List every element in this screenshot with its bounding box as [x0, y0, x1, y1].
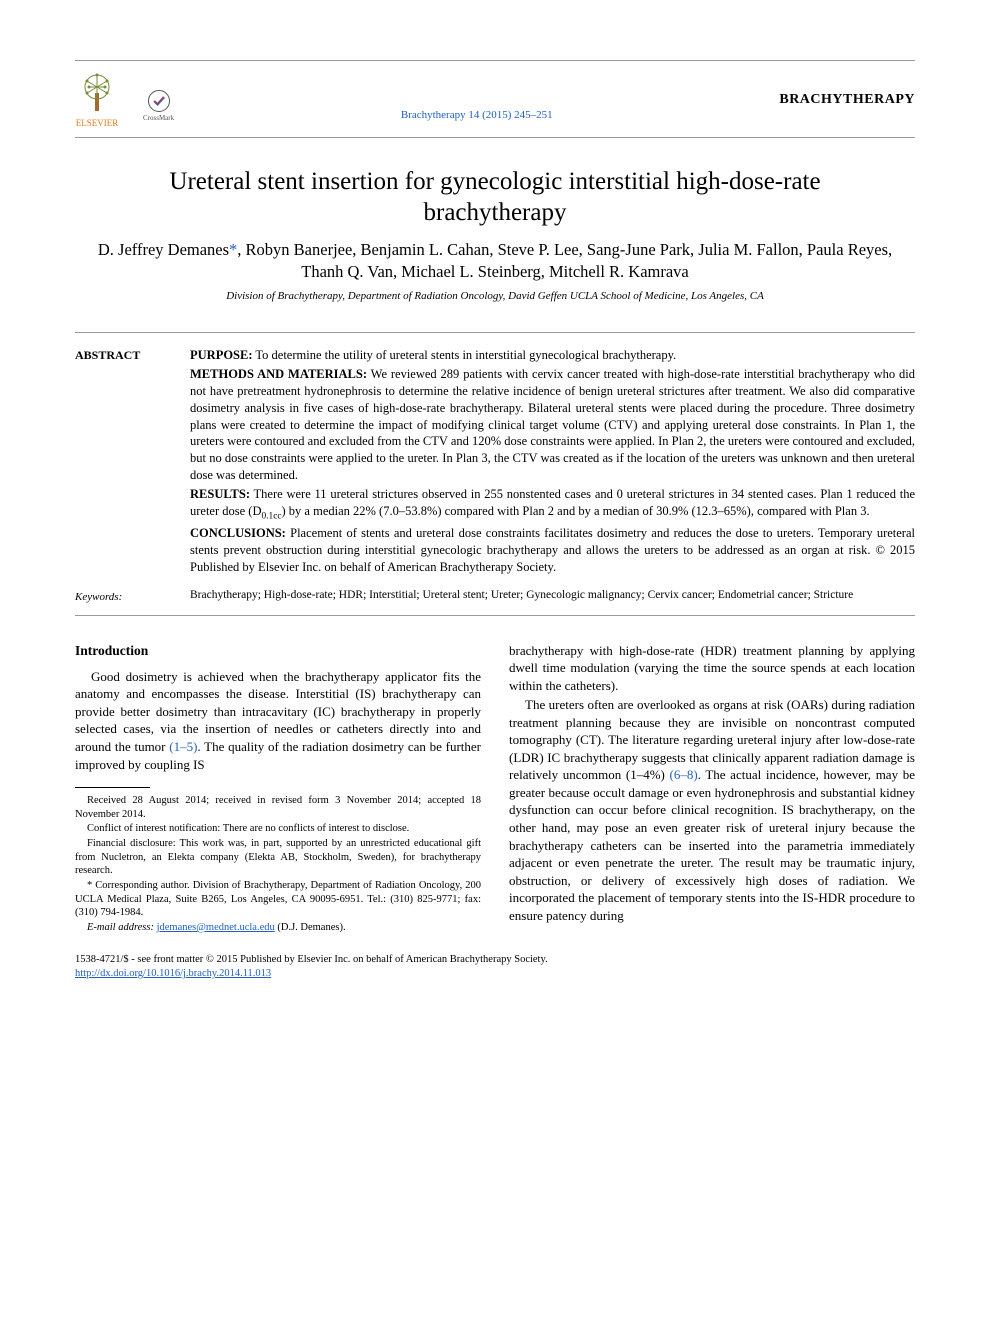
reference-link-1-5[interactable]: (1–5) [169, 739, 197, 754]
authors-text: D. Jeffrey Demanes*, Robyn Banerjee, Ben… [98, 240, 892, 281]
email-link[interactable]: jdemanes@mednet.ucla.edu [157, 922, 275, 933]
article-page: ELSEVIER CrossMark Brachytherapy 14 (201… [0, 0, 990, 1021]
keywords-row: Keywords: Brachytherapy; High-dose-rate;… [190, 588, 915, 605]
footnote-received: Received 28 August 2014; received in rev… [75, 794, 481, 821]
publisher-name: ELSEVIER [76, 117, 119, 129]
crossmark-label: CrossMark [143, 114, 174, 123]
footnote-financial: Financial disclosure: This work was, in … [75, 837, 481, 878]
journal-header: ELSEVIER CrossMark Brachytherapy 14 (201… [75, 60, 915, 138]
abstract-results: RESULTS: There were 11 ureteral strictur… [190, 486, 915, 523]
footnotes-block: Received 28 August 2014; received in rev… [75, 794, 481, 934]
affiliation: Division of Brachytherapy, Department of… [75, 289, 915, 304]
footnote-conflict: Conflict of interest notification: There… [75, 822, 481, 836]
author-list: D. Jeffrey Demanes*, Robyn Banerjee, Ben… [95, 239, 895, 284]
page-footer: 1538-4721/$ - see front matter © 2015 Pu… [75, 953, 915, 980]
article-title: Ureteral stent insertion for gynecologic… [115, 166, 875, 229]
crossmark-icon [148, 90, 170, 112]
introduction-heading: Introduction [75, 642, 481, 660]
abstract-body-column: PURPOSE: To determine the utility of ure… [190, 347, 915, 605]
publisher-logo-block: ELSEVIER [75, 71, 119, 129]
purpose-lead: PURPOSE: [190, 348, 253, 362]
methods-lead: METHODS AND MATERIALS: [190, 367, 367, 381]
crossmark-badge[interactable]: CrossMark [143, 90, 174, 123]
results-subscript: 0.1cc [262, 511, 282, 521]
col2-p2-post: . The actual incidence, however, may be … [509, 767, 915, 922]
footnote-corresponding: * Corresponding author. Division of Brac… [75, 879, 481, 920]
results-lead: RESULTS: [190, 487, 250, 501]
col2-paragraph-2: The ureters often are overlooked as orga… [509, 696, 915, 924]
right-column: brachytherapy with high-dose-rate (HDR) … [509, 642, 915, 936]
col2-paragraph-1: brachytherapy with high-dose-rate (HDR) … [509, 642, 915, 695]
results-text-post: ) by a median 22% (7.0–53.8%) compared w… [282, 504, 870, 518]
abstract-block: ABSTRACT PURPOSE: To determine the utili… [75, 332, 915, 616]
keywords-label: Keywords: [75, 591, 122, 603]
purpose-text: To determine the utility of ureteral ste… [253, 348, 677, 362]
abstract-label: ABSTRACT [75, 347, 190, 363]
body-columns: Introduction Good dosimetry is achieved … [75, 642, 915, 936]
abstract-purpose: PURPOSE: To determine the utility of ure… [190, 347, 915, 364]
conclusions-lead: CONCLUSIONS: [190, 526, 286, 540]
corresponding-star: * [229, 240, 237, 259]
reference-link-6-8[interactable]: (6–8) [670, 767, 698, 782]
email-label: E-mail address: [87, 922, 154, 933]
email-person: (D.J. Demanes). [275, 922, 346, 933]
footnote-email: E-mail address: jdemanes@mednet.ucla.edu… [75, 921, 481, 935]
abstract-label-column: ABSTRACT [75, 347, 190, 605]
copyright-line: 1538-4721/$ - see front matter © 2015 Pu… [75, 953, 915, 967]
abstract-conclusions: CONCLUSIONS: Placement of stents and ure… [190, 525, 915, 576]
conclusions-text: Placement of stents and ureteral dose co… [190, 526, 915, 574]
journal-logo-text: BRACHYTHERAPY [779, 91, 915, 110]
keywords-text: Brachytherapy; High-dose-rate; HDR; Inte… [190, 588, 853, 605]
footnote-rule [75, 787, 150, 788]
methods-text: We reviewed 289 patients with cervix can… [190, 367, 915, 482]
doi-link[interactable]: http://dx.doi.org/10.1016/j.brachy.2014.… [75, 968, 271, 979]
left-column: Introduction Good dosimetry is achieved … [75, 642, 481, 936]
citation-line[interactable]: Brachytherapy 14 (2015) 245–251 [401, 108, 553, 123]
elsevier-tree-icon [75, 71, 119, 115]
header-left-group: ELSEVIER CrossMark [75, 71, 174, 129]
abstract-methods: METHODS AND MATERIALS: We reviewed 289 p… [190, 366, 915, 484]
intro-paragraph-1: Good dosimetry is achieved when the brac… [75, 668, 481, 773]
